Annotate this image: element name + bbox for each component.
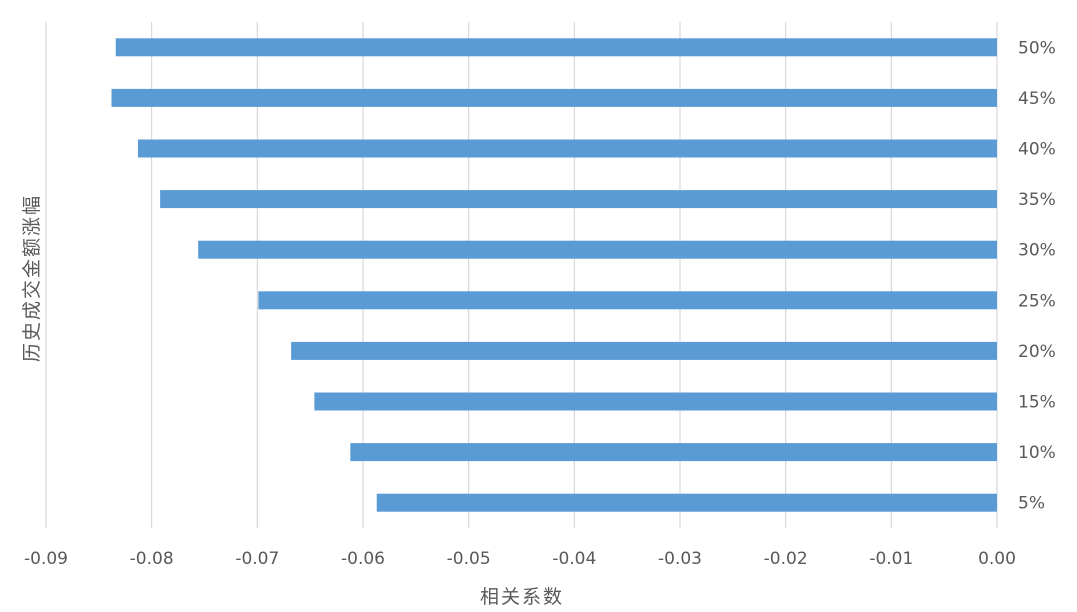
x-tick-label: -0.09 xyxy=(24,549,68,569)
bar xyxy=(137,139,997,158)
x-tick-label: -0.03 xyxy=(658,549,702,569)
y-category-label: 5% xyxy=(1018,494,1045,514)
x-tick-label: -0.06 xyxy=(341,549,385,569)
y-category-label: 50% xyxy=(1018,38,1056,58)
bar xyxy=(111,88,998,107)
x-axis-tick-labels: -0.09 -0.08 -0.07 -0.06 -0.05 -0.04 -0.03 -0.02… xyxy=(24,549,1016,569)
bar xyxy=(314,392,998,411)
bar xyxy=(160,190,997,209)
bar xyxy=(258,291,997,310)
x-tick-label: 0.00 xyxy=(978,549,1016,569)
y-category-label: 40% xyxy=(1018,140,1056,160)
x-tick-label: -0.04 xyxy=(552,549,596,569)
y-category-label: 20% xyxy=(1018,342,1056,362)
y-axis-title: 历史成交金额涨幅 xyxy=(21,194,43,362)
y-category-label: 10% xyxy=(1018,443,1056,463)
y-axis-category-labels: 50% 45% 40% 35% 30% 25% 20% 15% 10% 5% xyxy=(1018,38,1056,513)
x-axis-title: 相关系数 xyxy=(480,586,564,608)
bars xyxy=(111,38,998,512)
x-tick-label: -0.07 xyxy=(235,549,279,569)
bar xyxy=(115,38,998,57)
y-category-label: 30% xyxy=(1018,241,1056,261)
bar xyxy=(198,240,997,259)
x-tick-label: -0.05 xyxy=(447,549,491,569)
y-category-label: 45% xyxy=(1018,89,1056,109)
y-category-label: 25% xyxy=(1018,291,1056,311)
bar xyxy=(350,443,997,462)
y-category-label: 15% xyxy=(1018,393,1056,413)
bar xyxy=(376,493,997,512)
y-category-label: 35% xyxy=(1018,190,1056,210)
bar xyxy=(291,341,997,360)
x-tick-label: -0.08 xyxy=(130,549,174,569)
x-tick-label: -0.02 xyxy=(764,549,808,569)
x-tick-label: -0.01 xyxy=(869,549,913,569)
